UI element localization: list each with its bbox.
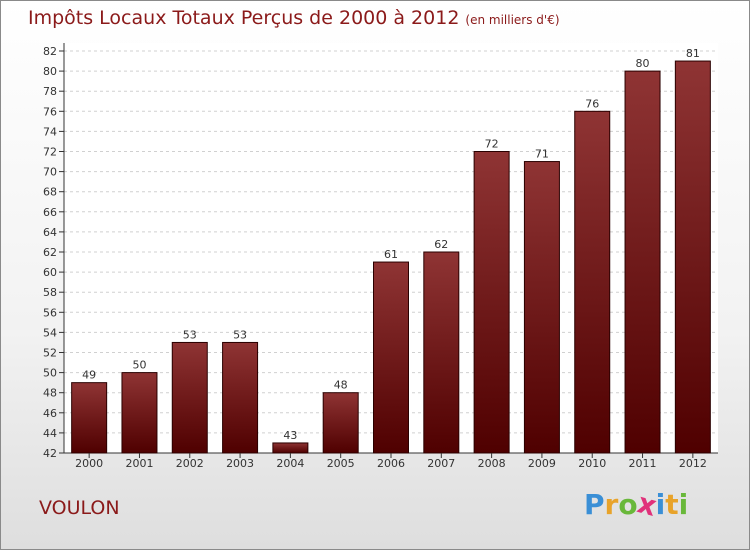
data-label: 61 — [384, 248, 398, 261]
x-tick-label: 2000 — [75, 457, 103, 470]
x-tick-label: 2004 — [276, 457, 304, 470]
bar — [624, 70, 661, 454]
proxiti-logo: Proxiti — [584, 486, 689, 523]
unit-label: (en milliers d'€) — [465, 13, 560, 27]
bar — [222, 341, 259, 454]
data-label: 53 — [183, 328, 197, 341]
x-tick-label: 2011 — [629, 457, 657, 470]
bar — [71, 382, 108, 454]
y-tick-label: 46 — [43, 407, 57, 420]
y-tick-label: 66 — [43, 206, 57, 219]
data-label: 53 — [233, 328, 247, 341]
x-tick-label: 2006 — [377, 457, 405, 470]
x-tick-label: 2009 — [528, 457, 556, 470]
commune-name: VOULON — [39, 497, 120, 519]
x-tick-label: 2002 — [176, 457, 204, 470]
y-tick-label: 58 — [43, 286, 57, 299]
x-tick-label: 2007 — [427, 457, 455, 470]
chart-title: Impôts Locaux Totaux Perçus de 2000 à 20… — [28, 7, 560, 29]
data-label: 80 — [636, 57, 650, 70]
y-tick-label: 70 — [43, 166, 57, 179]
y-tick-label: 78 — [43, 85, 57, 98]
y-tick-label: 44 — [43, 427, 57, 440]
y-tick-label: 72 — [43, 146, 57, 159]
y-tick-label: 60 — [43, 266, 57, 279]
y-tick-label: 50 — [43, 367, 57, 380]
logo-letter: r — [604, 488, 619, 521]
bar — [121, 372, 158, 454]
bar — [574, 110, 611, 454]
bar — [171, 341, 208, 454]
y-tick-label: 74 — [43, 125, 57, 138]
y-tick-label: 68 — [43, 186, 57, 199]
data-label: 62 — [434, 238, 448, 251]
y-tick-label: 56 — [43, 306, 57, 319]
logo-letter: i — [678, 488, 689, 521]
y-tick-label: 80 — [43, 65, 57, 78]
data-label: 49 — [82, 369, 96, 382]
logo-letter: o — [618, 488, 638, 521]
y-tick-label: 48 — [43, 387, 57, 400]
bar — [523, 161, 560, 454]
data-label: 81 — [686, 47, 700, 60]
data-label: 71 — [535, 148, 549, 161]
y-tick-label: 52 — [43, 347, 57, 360]
data-label: 50 — [132, 359, 146, 372]
y-tick-label: 54 — [43, 326, 57, 339]
logo-letter: t — [665, 488, 679, 521]
data-label: 48 — [334, 379, 348, 392]
y-tick-label: 64 — [43, 226, 57, 239]
logo-letter: P — [584, 488, 605, 521]
y-tick-label: 82 — [43, 45, 57, 58]
x-tick-label: 2008 — [478, 457, 506, 470]
y-tick-label: 76 — [43, 105, 57, 118]
bar — [373, 261, 409, 454]
x-tick-label: 2010 — [578, 457, 606, 470]
bar — [674, 60, 711, 454]
bar — [322, 392, 359, 454]
x-tick-label: 2003 — [226, 457, 254, 470]
x-tick-label: 2012 — [679, 457, 707, 470]
data-label: 76 — [585, 97, 599, 110]
bar — [473, 151, 510, 454]
x-tick-label: 2005 — [327, 457, 355, 470]
title-text: Impôts Locaux Totaux Perçus de 2000 à 20… — [28, 7, 460, 29]
data-label: 43 — [283, 429, 297, 442]
y-tick-label: 62 — [43, 246, 57, 259]
bar — [423, 251, 460, 454]
bar — [272, 442, 309, 454]
logo-letter: i — [655, 488, 666, 521]
data-label: 72 — [485, 138, 499, 151]
y-tick-label: 42 — [43, 447, 57, 460]
x-tick-label: 2001 — [125, 457, 153, 470]
